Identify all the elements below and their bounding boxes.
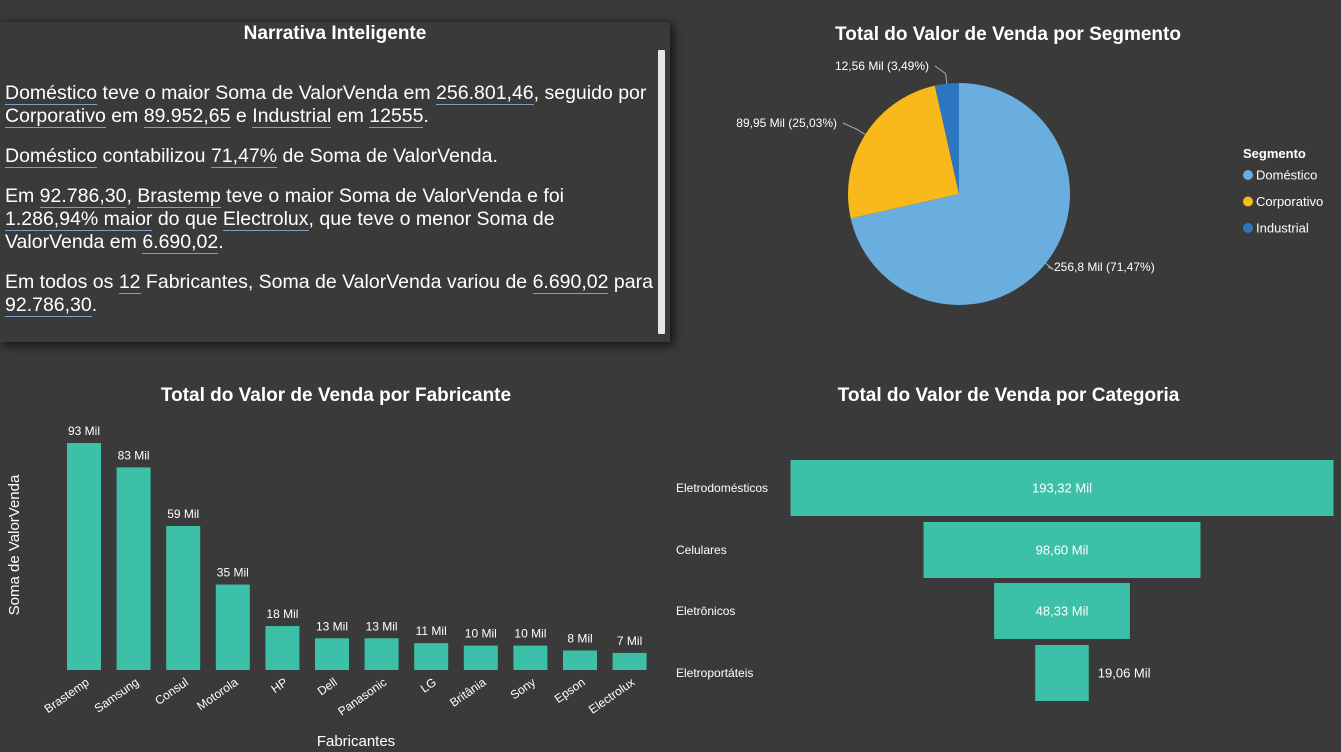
bar-dell[interactable] [315,638,349,670]
funnel-category-label: Celulares [676,543,727,557]
pie-slice-industrial[interactable] [934,83,959,194]
funnel-bar-2[interactable] [923,522,1201,578]
pie-data-label: 89,95 Mil (25,03%) [736,116,837,130]
pie-slice-corporativo[interactable] [848,85,959,219]
bar-lg[interactable] [414,643,449,670]
funnel-data-label: 193,32 Mil [1032,481,1092,496]
narrative-panel: Narrativa Inteligente Doméstico teve o m… [0,22,670,342]
bar-category-label: Samsung [92,675,142,716]
pie-legend-label[interactable]: Corporativo [1256,194,1323,209]
bar-data-label: 10 Mil [465,627,497,641]
narrative-text: Doméstico teve o maior Soma de ValorVend… [5,82,655,334]
bar-brastemp[interactable] [67,443,101,670]
pie-chart: 256,8 Mil (71,47%) 89,95 Mil (25,03%) 12,5… [736,59,1323,306]
bar-chart-panel: Total do Valor de Venda por Fabricante 9… [0,370,672,752]
bar-consul[interactable] [166,525,201,670]
bar-data-label: 13 Mil [366,619,398,633]
bar-data-label: 35 Mil [217,566,249,580]
bar-data-label: 93 Mil [68,424,100,438]
pie-leader-line [842,122,866,136]
pie-legend-label[interactable]: Doméstico [1256,168,1317,183]
bar-hp[interactable] [265,626,300,670]
narrative-value[interactable]: 92.786,30 [5,294,92,317]
narrative-value[interactable]: Corporativo [5,105,106,128]
narrative-title: Narrativa Inteligente [243,23,427,44]
bar-category-label: Britânia [447,675,489,710]
pie-slice-doméstico[interactable] [850,83,1070,306]
bar-category-label: Sony [508,675,538,702]
pie-legend-marker [1243,223,1253,233]
funnel-chart-panel: Total do Valor de Venda por Categoria 19… [672,370,1341,752]
bar-category-label: Electrolux [586,675,637,717]
pie-legend-marker [1243,170,1253,180]
funnel-category-label: Eletrônicos [676,604,735,618]
narrative-value[interactable]: 1.286,94% maior [5,208,153,231]
narrative-value[interactable]: 6.690,02 [142,231,219,254]
funnel-category-label: Eletroportáteis [676,666,753,680]
narrative-paragraph-2: Doméstico contabilizou 71,47% de Soma de… [5,145,498,168]
funnel-category-label: Eletrodomésticos [676,481,768,495]
narrative-value[interactable]: 12555 [369,105,424,128]
narrative-value[interactable]: 6.690,02 [532,271,609,294]
narrative-value[interactable]: 89.952,65 [143,105,231,128]
funnel-bar-3[interactable] [994,583,1130,639]
bar-electrolux[interactable] [612,652,647,670]
narrative-value[interactable]: Doméstico [5,82,98,105]
bar-data-label: 83 Mil [118,448,150,462]
funnel-data-label: 98,60 Mil [1036,543,1089,558]
bar-epson[interactable] [563,650,597,670]
bar-data-label: 13 Mil [316,619,348,633]
bar-data-label: 10 Mil [514,627,546,641]
funnel-data-label: 48,33 Mil [1036,604,1089,619]
funnel-chart: 193,32 Mil Eletrodomésticos 98,60 Mil Celul… [676,460,1334,701]
bar-samsung[interactable] [116,467,151,670]
funnel-bar-1[interactable] [790,460,1334,516]
bar-category-label: Dell [315,675,340,698]
bar-category-label: Motorola [194,675,241,713]
bar-category-label: Brastemp [42,675,92,716]
funnel-bar-4[interactable] [1035,645,1089,701]
pie-data-label: 256,8 Mil (71,47%) [1054,260,1155,274]
bar-motorola[interactable] [215,584,250,670]
narrative-paragraph-1: Doméstico teve o maior Soma de ValorVend… [5,82,647,128]
bar-data-label: 11 Mil [416,624,447,638]
funnel-chart-title: Total do Valor de Venda por Categoria [837,385,1180,406]
bar-chart: 93 Mil Brastemp 83 Mil Samsung 59 Mil Consul 3… [6,424,647,750]
narrative-paragraph-3: Em 92.786,30, Brastemp teve o maior Soma… [5,185,564,254]
narrative-value[interactable]: 92.786,30 [39,185,127,208]
bar-britânia[interactable] [463,645,498,670]
pie-legend-marker [1243,196,1253,207]
bar-x-axis-title: Fabricantes [317,733,395,750]
funnel-data-label: 19,06 Mil [1098,666,1151,681]
narrative-value[interactable]: 71,47% [210,145,278,168]
narrative-value[interactable]: Electrolux [222,208,309,231]
pie-leader-line [1045,262,1054,271]
bar-category-label: Epson [552,675,588,706]
bar-category-label: LG [418,675,439,696]
narrative-scrollbar[interactable] [658,50,665,334]
narrative-value[interactable]: Brastemp [137,185,221,208]
bar-data-label: 8 Mil [567,631,592,645]
narrative-value[interactable]: Doméstico [5,145,98,168]
bar-category-label: Panasonic [335,675,389,719]
narrative-value[interactable]: 12 [118,271,141,294]
pie-legend-label[interactable]: Industrial [1256,221,1309,236]
narrative-value[interactable]: 256.801,46 [436,82,534,105]
bar-panasonic[interactable] [364,638,399,670]
bar-sony[interactable] [513,645,548,670]
bar-category-label: Consul [152,675,191,708]
pie-legend-title: Segmento [1243,146,1306,161]
bar-data-label: 7 Mil [617,634,642,648]
narrative-paragraph-4: Em todos os 12 Fabricantes, Soma de Valo… [5,271,653,317]
pie-data-label: 12,56 Mil (3,49%) [835,59,929,73]
bar-y-axis-title: Soma de ValorVenda [6,474,23,615]
narrative-value[interactable]: Industrial [252,105,332,128]
bar-category-label: HP [268,675,290,696]
pie-leader-line [934,65,948,84]
bar-chart-title: Total do Valor de Venda por Fabricante [160,385,512,406]
bar-data-label: 18 Mil [266,607,298,621]
bar-data-label: 59 Mil [167,507,199,521]
pie-chart-panel: Total do Valor de Venda por Segmento 256… [680,20,1341,360]
pie-chart-title: Total do Valor de Venda por Segmento [835,24,1181,45]
